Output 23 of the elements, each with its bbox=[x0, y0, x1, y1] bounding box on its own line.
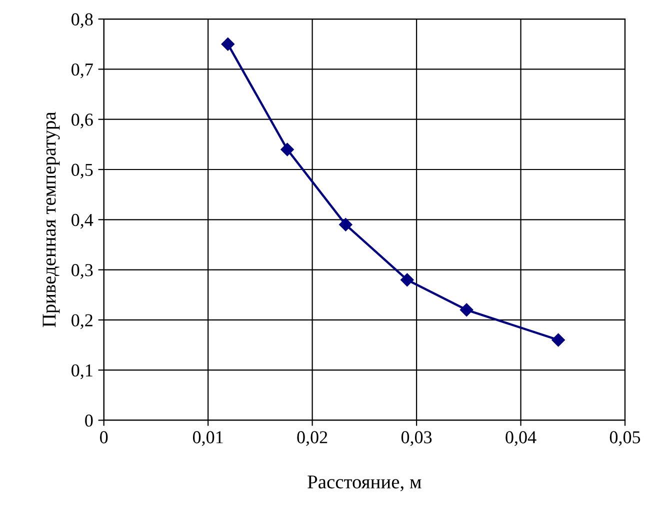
y-tick-label: 0,3 bbox=[72, 264, 93, 279]
point bbox=[339, 218, 352, 232]
x-tick-label: 0,04 bbox=[506, 431, 536, 446]
point bbox=[221, 38, 234, 51]
y-tick-label: 0,6 bbox=[72, 114, 93, 128]
y-tick-label: 0,5 bbox=[72, 164, 93, 179]
y-axis-title: Приведенная температура bbox=[42, 112, 60, 328]
point bbox=[400, 273, 414, 286]
y-tick-label: 0,8 bbox=[72, 13, 93, 28]
x-tick-label: 0,05 bbox=[610, 431, 640, 446]
y-tick-label: 0,7 bbox=[72, 63, 93, 78]
y-tick-label: 0,4 bbox=[72, 214, 94, 229]
y-tick-label: 0 bbox=[85, 414, 93, 427]
x-tick-label: 0,03 bbox=[401, 431, 432, 446]
y-tick-label: 0,2 bbox=[72, 314, 92, 329]
x-tick-label: 0,02 bbox=[297, 431, 328, 446]
x-tick-label: 0 bbox=[100, 431, 108, 444]
x-tick-label: 0,01 bbox=[192, 431, 223, 446]
point bbox=[460, 303, 474, 316]
point bbox=[552, 333, 565, 347]
y-tick-label: 0,1 bbox=[72, 364, 92, 380]
point bbox=[280, 142, 294, 156]
x-axis-title: Расстояние, м bbox=[308, 476, 422, 492]
